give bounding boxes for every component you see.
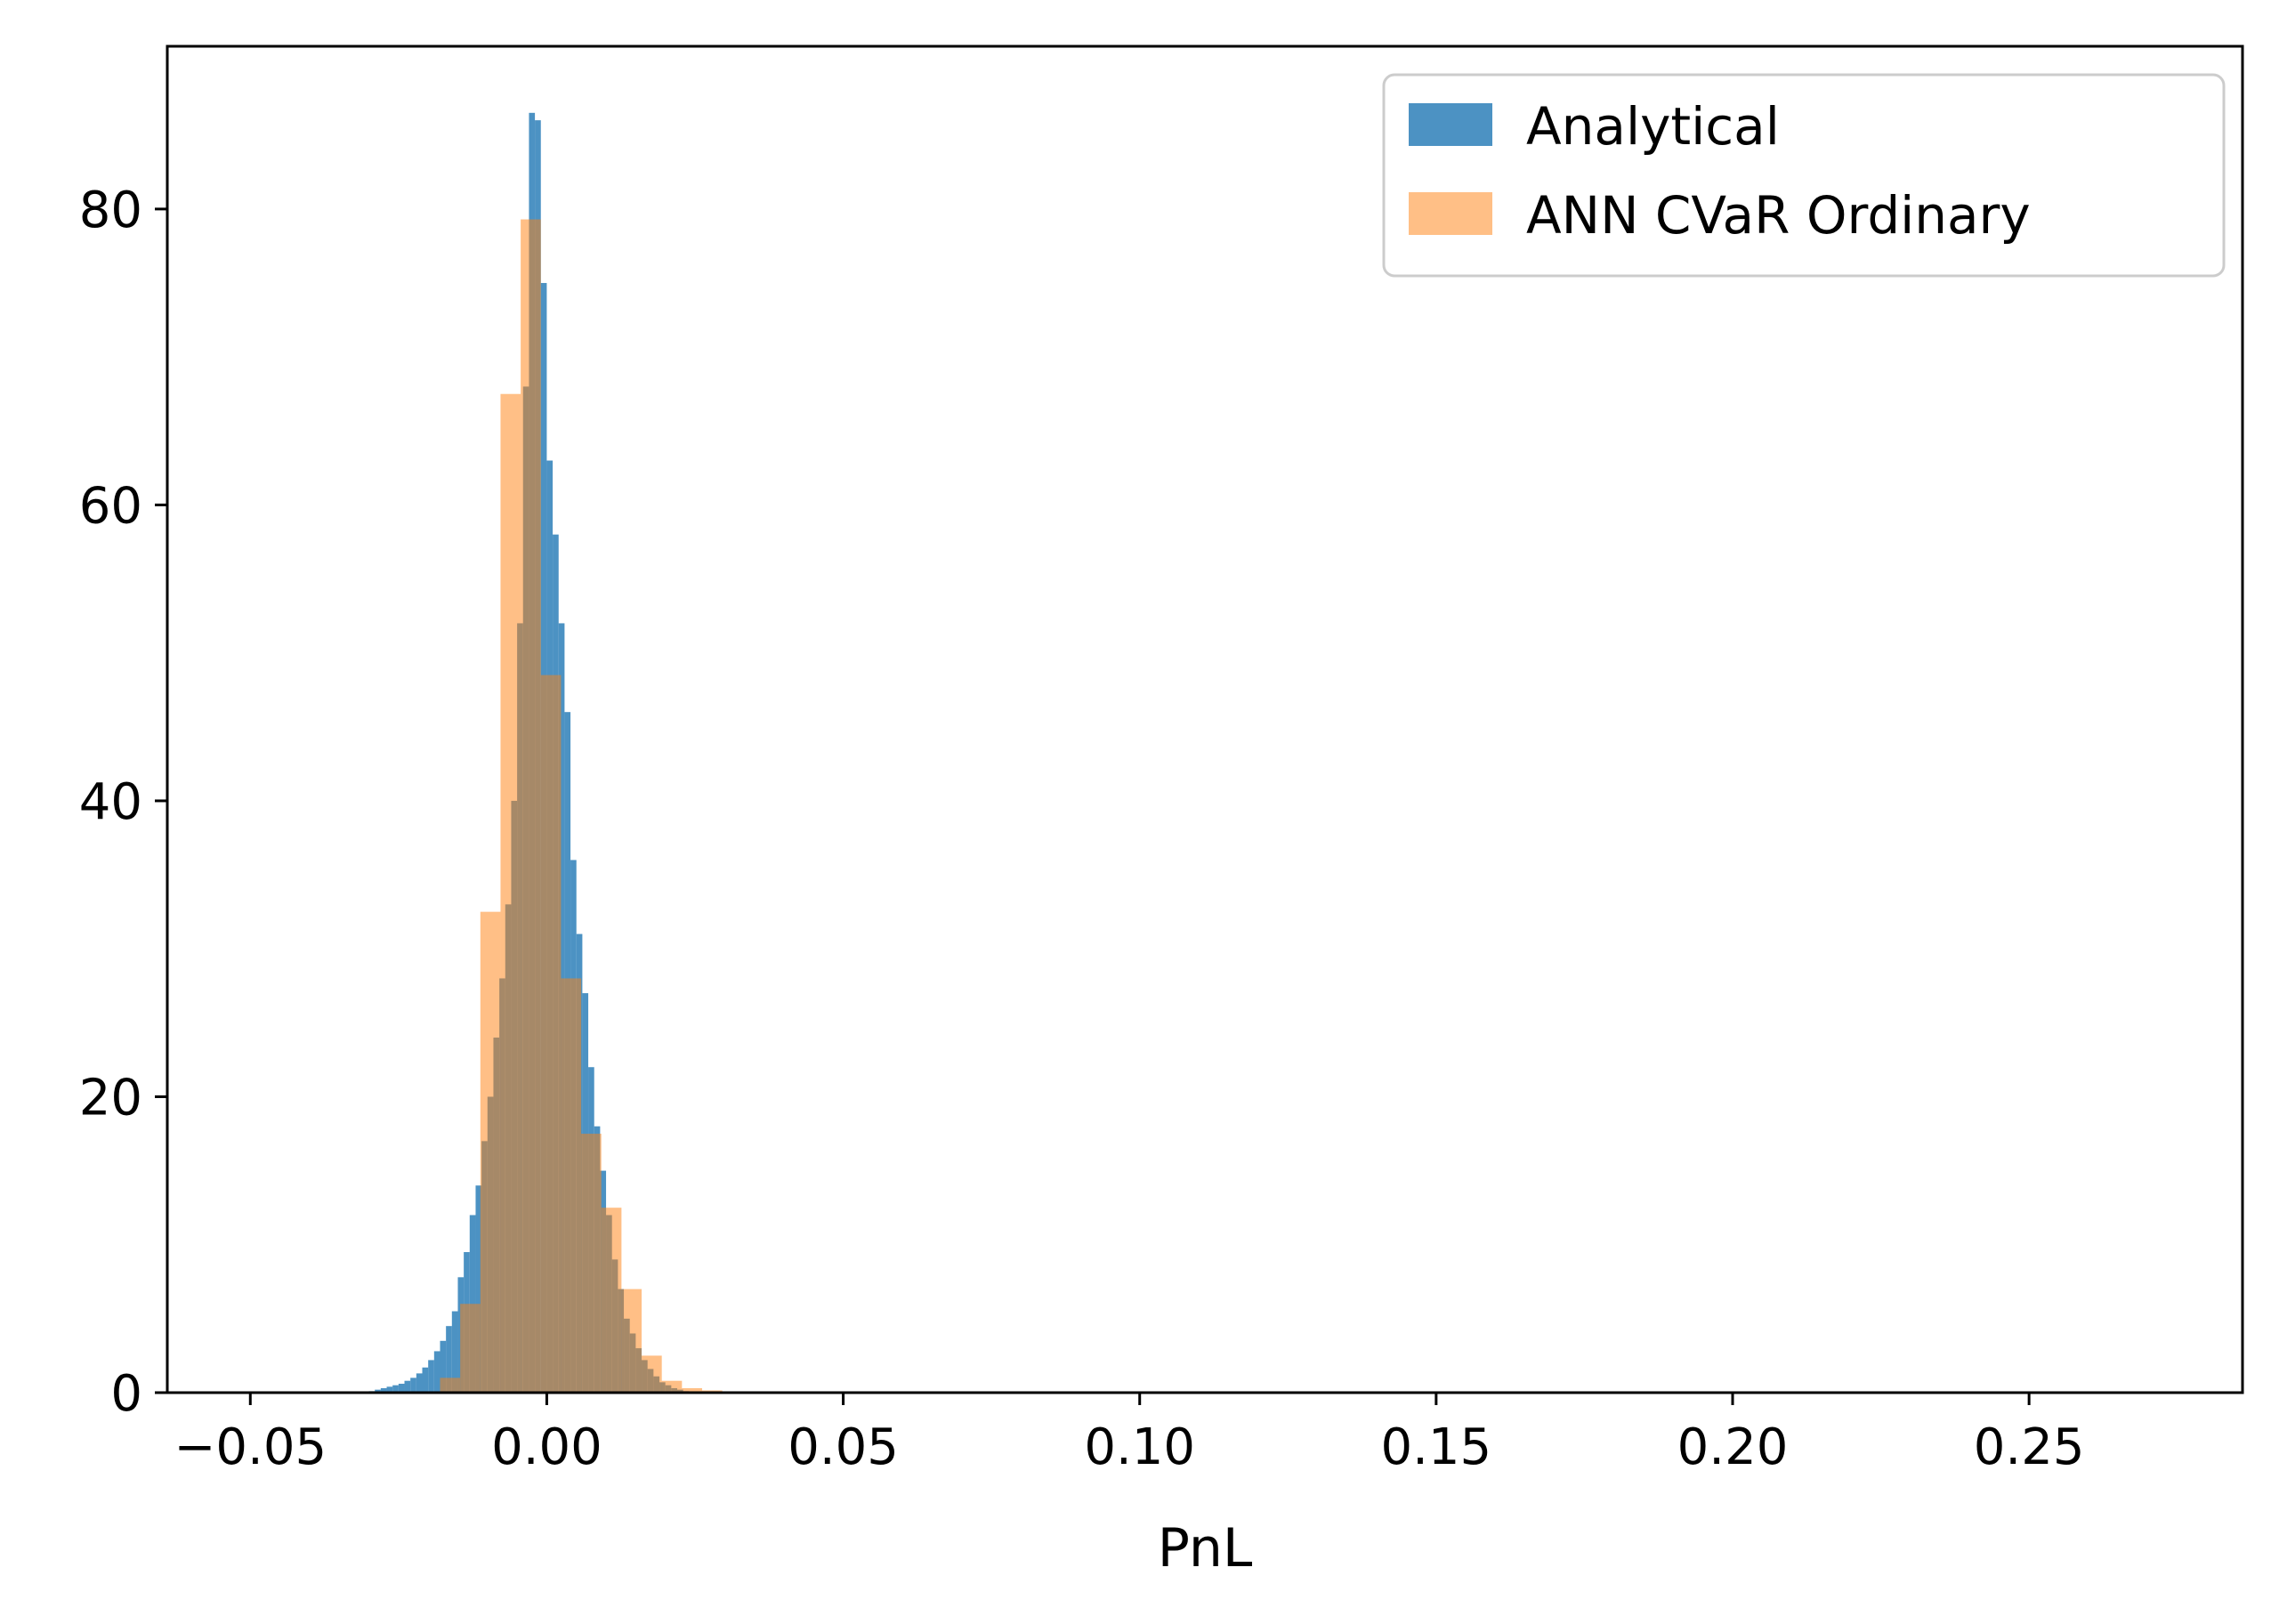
histogram-bar <box>481 912 501 1393</box>
x-tick-label: 0.05 <box>788 1418 899 1476</box>
histogram-bar <box>428 1360 434 1393</box>
legend: Analytical ANN CVaR Ordinary <box>1384 75 2224 276</box>
histogram-bar <box>416 1373 423 1393</box>
histogram-bar <box>581 1134 602 1393</box>
x-tick-label: −0.05 <box>174 1418 327 1476</box>
histogram-bar <box>500 394 521 1393</box>
legend-label: ANN CVaR Ordinary <box>1526 185 2031 246</box>
histogram-bar <box>440 1378 460 1393</box>
x-tick-label: 0.10 <box>1084 1418 1195 1476</box>
legend-box <box>1384 75 2224 276</box>
legend-swatch <box>1409 192 1492 235</box>
x-axis-label: PnL <box>1158 1517 1253 1580</box>
histogram-bar <box>460 1304 481 1393</box>
histogram-bar <box>521 220 541 1393</box>
x-tick-label: 0.15 <box>1381 1418 1492 1476</box>
x-tick-label: 0.20 <box>1677 1418 1789 1476</box>
x-tick-label: 0.25 <box>1974 1418 2085 1476</box>
histogram-bar <box>662 1381 683 1393</box>
histogram-bar <box>541 675 562 1393</box>
histogram-bar <box>602 1208 622 1393</box>
histogram-bar <box>561 978 581 1393</box>
histogram-bar <box>642 1355 662 1393</box>
legend-label: Analytical <box>1526 96 1780 157</box>
histogram-bar <box>410 1378 416 1393</box>
histogram-bar <box>434 1351 440 1393</box>
x-tick-label: 0.00 <box>491 1418 602 1476</box>
histogram-bar <box>621 1289 642 1393</box>
y-tick-label: 20 <box>79 1069 142 1127</box>
histogram-bar <box>405 1381 411 1393</box>
y-tick-label: 0 <box>110 1365 142 1423</box>
histogram-bar <box>423 1368 429 1393</box>
legend-swatch <box>1409 103 1492 146</box>
y-tick-label: 60 <box>79 477 142 535</box>
y-tick-label: 40 <box>79 773 142 831</box>
y-tick-label: 80 <box>79 182 142 239</box>
